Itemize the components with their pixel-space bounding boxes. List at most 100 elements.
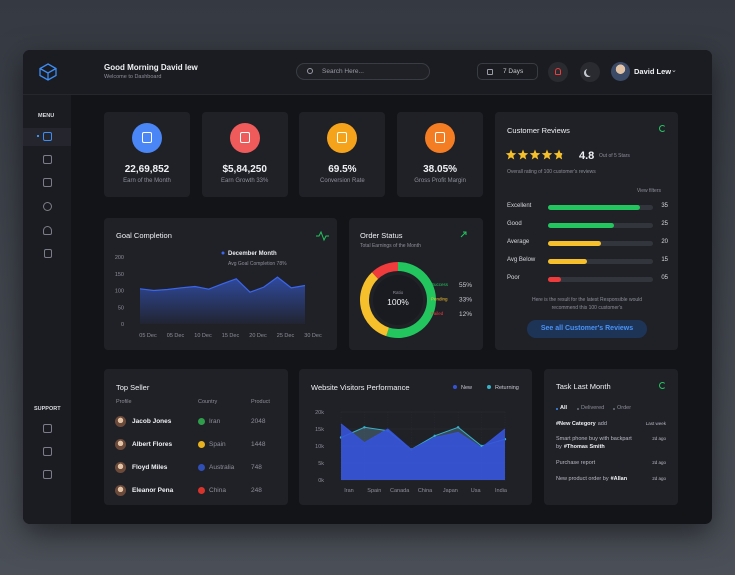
bar-value: 25 (661, 221, 668, 227)
tab[interactable]: Delivered (581, 405, 605, 411)
greeting: Good Morning David lew (104, 63, 198, 72)
sidebar: MENU SUPPORT (23, 95, 71, 524)
stat-card: 22,69,852 Earn of the Month (104, 112, 190, 197)
nav-settings[interactable] (43, 424, 52, 433)
search-icon (307, 68, 313, 74)
legend-label: Pending (431, 297, 448, 302)
seller-country: Spain (209, 441, 226, 448)
nav-logout[interactable] (43, 470, 52, 479)
task-part: #New Category (556, 421, 596, 427)
y-tick-label: 20k (315, 410, 324, 416)
bar-label: Average (507, 239, 530, 245)
nav-help[interactable] (43, 447, 52, 456)
center-label: Ratio (393, 290, 404, 295)
x-tick-label: 05 Dec (139, 333, 157, 339)
tab-dot (556, 408, 558, 410)
flag (198, 487, 205, 494)
area-fill (140, 277, 305, 324)
line (340, 426, 506, 451)
x-tick-label: 15 Dec (222, 333, 240, 339)
tab-dot (577, 408, 579, 410)
legend-label: Success (431, 282, 449, 287)
stat-card: $5,84,250 Earn Growth 33% (201, 112, 288, 197)
y-tick-label: 10k (315, 444, 324, 450)
support-label: SUPPORT (34, 406, 61, 412)
nav-docs[interactable] (44, 249, 52, 258)
goal-card: Goal Completion 0 50 100 150 200 05 Dec 05 Dec… (104, 218, 337, 350)
search-box[interactable]: Search Here... (296, 63, 430, 80)
bar-value: 05 (661, 275, 668, 281)
nav-active[interactable] (23, 128, 71, 146)
point (456, 426, 460, 429)
menu-label: MENU (38, 113, 55, 119)
seller-title: Top Seller (116, 383, 150, 392)
legend-dot (221, 251, 225, 255)
star (553, 149, 565, 160)
reviews-summary: Overall rating of 100 customer's reviews (507, 169, 596, 175)
logo-shape (39, 63, 57, 81)
theme-button[interactable] (580, 62, 600, 82)
nav-users[interactable] (43, 226, 52, 235)
logo (39, 63, 57, 81)
column-header: Country (198, 399, 218, 405)
x-tick-label: India (495, 488, 508, 494)
seller-country: Australia (209, 464, 235, 471)
stat-value: 22,69,852 (124, 164, 170, 175)
task-text: New product order by #Allan (556, 475, 648, 483)
user-caret: ⌄ (671, 67, 677, 74)
area-fill (341, 423, 505, 480)
view-filters[interactable]: View filters (636, 188, 661, 194)
column-header: Product (251, 399, 270, 405)
flag (198, 418, 205, 425)
seller-country: China (209, 487, 226, 494)
nav-dashboard[interactable] (43, 132, 52, 141)
tasks-refresh[interactable] (659, 382, 666, 389)
range-label: 7 Days (503, 68, 524, 75)
donut-segment (360, 272, 390, 337)
bar (548, 205, 640, 210)
task-date: Last week (645, 421, 666, 426)
user-name[interactable]: David Lew (634, 67, 672, 76)
legend-label: Failed (431, 311, 444, 316)
stat-label: Conversion Rate (320, 178, 365, 184)
tab[interactable]: Order (617, 405, 632, 411)
header: Good Morning David lew Welcome to Dashbo… (23, 50, 712, 95)
nav-cart[interactable] (43, 178, 52, 187)
x-tick-label: 05 Dec (167, 333, 185, 339)
y-tick-label: 200 (115, 255, 124, 261)
nav-chart[interactable] (43, 202, 52, 211)
stat-icon (327, 123, 358, 153)
seller-card: Top Seller Profile Country Product Jacob Jo… (104, 369, 288, 505)
order-card: Order Status Total Earnings of the Month… (349, 218, 483, 350)
stat-value: 38.05% (423, 164, 458, 175)
order-title: Order Status (360, 231, 403, 240)
legend-value: 55% (459, 282, 472, 289)
y-tick-label: 0k (318, 478, 324, 484)
tab[interactable]: All (560, 405, 568, 411)
reviews-button[interactable]: See all Customer's Reviews (527, 320, 647, 338)
trend-icon (460, 231, 467, 238)
refresh-icon[interactable] (659, 125, 666, 132)
stars (505, 149, 565, 160)
avatar (611, 62, 630, 81)
x-tick-label: 10 Dec (194, 333, 212, 339)
seller-product: 748 (251, 464, 262, 471)
task-part: #Thomas Smith (563, 444, 605, 450)
task-text: #New Category add (556, 420, 648, 428)
notification-button[interactable] (548, 62, 568, 82)
order-subtitle: Total Earnings of the Month (360, 243, 421, 249)
x-tick-label: 25 Dec (277, 333, 295, 339)
task-date: 2d ago (652, 476, 666, 481)
star (541, 149, 553, 160)
x-tick-label: Usa (471, 488, 482, 494)
nav-archive[interactable] (43, 155, 52, 164)
tasks-title: Task Last Month (556, 382, 611, 391)
range-select[interactable]: 7 Days (477, 63, 538, 80)
visitors-chart: 0k 5k 10k 15k 20k Iran Spain Canada China Japan Us… (315, 385, 519, 494)
bar-track (548, 241, 653, 246)
task-part: add (597, 421, 607, 427)
tasks-card: Task Last Month All Delivered Order #New Ca… (544, 369, 678, 505)
bar (548, 241, 601, 246)
bar-label: Excellent (507, 203, 532, 209)
